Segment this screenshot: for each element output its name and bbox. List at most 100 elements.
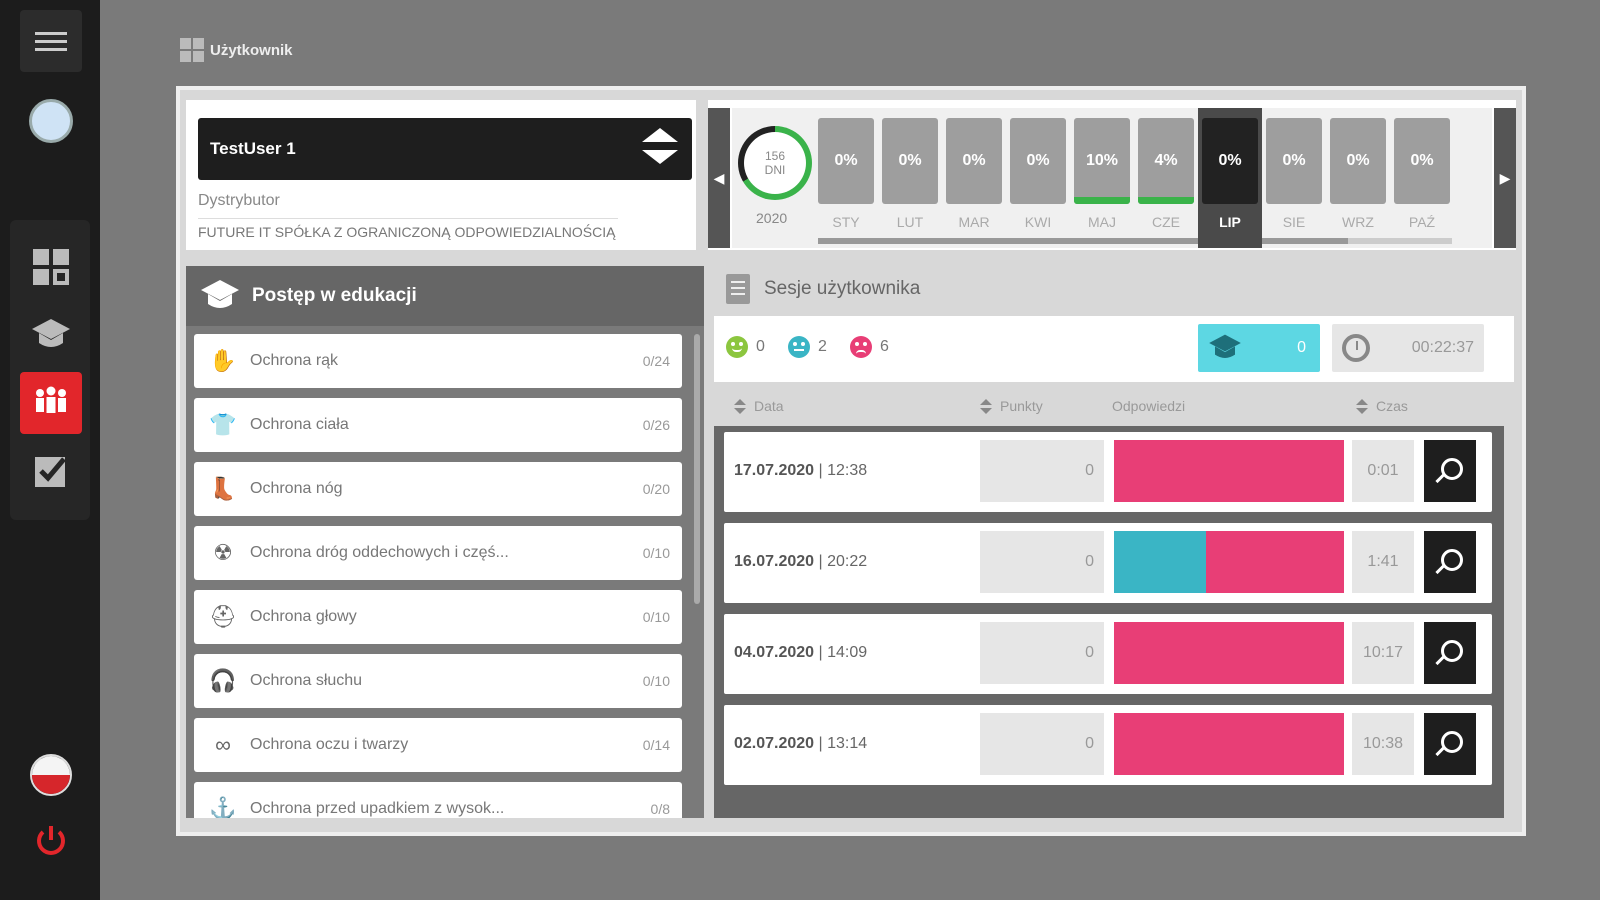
month-label: SIE xyxy=(1282,214,1306,230)
menu-button[interactable] xyxy=(20,10,82,72)
hamburger-icon xyxy=(35,27,67,56)
session-answers-bar xyxy=(1114,531,1344,593)
column-date-label: Data xyxy=(754,398,784,414)
sidebar-item-tasks[interactable] xyxy=(20,440,82,502)
session-row: 02.07.2020 | 13:14 0 10:38 xyxy=(724,705,1492,785)
month-percent: 0% xyxy=(1026,152,1050,169)
session-details-button[interactable] xyxy=(1424,440,1476,502)
session-details-button[interactable] xyxy=(1424,531,1476,593)
month-tile[interactable]: 0% xyxy=(1330,118,1386,204)
month-percent: 0% xyxy=(962,152,986,169)
search-icon xyxy=(1441,731,1463,753)
education-item-count: 0/20 xyxy=(642,481,670,497)
education-item[interactable]: 👢 Ochrona nóg 0/20 xyxy=(194,462,682,516)
days-value: 156 xyxy=(764,149,786,163)
month-tile[interactable]: 0% xyxy=(1202,118,1258,204)
session-date-hour: 20:22 xyxy=(827,553,868,570)
education-item[interactable]: 🎧 Ochrona słuchu 0/10 xyxy=(194,654,682,708)
education-item-label: Ochrona rąk xyxy=(250,352,339,369)
column-points-label: Punkty xyxy=(1000,398,1043,414)
chevron-left-icon: ◀ xyxy=(713,169,725,186)
session-row: 17.07.2020 | 12:38 0 0:01 xyxy=(724,432,1492,512)
month-tile[interactable]: 0% xyxy=(1394,118,1450,204)
calendar-months: 156 DNI 2020 0% STY 0% LUT 0% MAR 0% KWI 10% MAJ 4… xyxy=(732,108,1492,248)
avatar[interactable] xyxy=(20,90,82,152)
education-item-count: 0/10 xyxy=(642,673,670,689)
dashboard-icon xyxy=(33,249,69,285)
monthly-progress-strip: ◀ 156 DNI 2020 0% STY 0% LUT 0% MAR 0% KWI 10% MA… xyxy=(708,100,1516,250)
month-label: WRZ xyxy=(1342,214,1374,230)
education-item-label: Ochrona słuchu xyxy=(250,672,363,689)
education-item-count: 0/10 xyxy=(642,609,670,625)
education-item[interactable]: 👕 Ochrona ciała 0/26 xyxy=(194,398,682,452)
session-answers-bar xyxy=(1114,622,1344,684)
session-details-button[interactable] xyxy=(1424,622,1476,684)
month-tile[interactable]: 0% xyxy=(818,118,874,204)
session-date: 17.07.2020 | 12:38 xyxy=(734,462,867,480)
month-label: LUT xyxy=(896,214,924,230)
calendar-prev-button[interactable]: ◀ xyxy=(708,108,730,248)
month-tile[interactable]: 0% xyxy=(882,118,938,204)
month-percent: 0% xyxy=(1218,152,1242,169)
poland-flag-icon xyxy=(30,754,72,796)
calendar-scrollbar[interactable] xyxy=(818,238,1452,244)
search-icon xyxy=(1441,549,1463,571)
month-tile[interactable]: 4% xyxy=(1138,118,1194,204)
education-item[interactable]: ☢ Ochrona dróg oddechowych i częś... 0/10 xyxy=(194,526,682,580)
sidebar-item-education[interactable] xyxy=(20,304,82,366)
language-flag-button[interactable] xyxy=(20,744,82,806)
logout-button[interactable] xyxy=(20,810,82,872)
month-tile[interactable]: 10% xyxy=(1074,118,1130,204)
session-date: 16.07.2020 | 20:22 xyxy=(734,553,867,571)
search-icon xyxy=(1441,640,1463,662)
education-item[interactable]: ✋ Ochrona rąk 0/24 xyxy=(194,334,682,388)
education-item[interactable]: ∞ Ochrona oczu i twarzy 0/14 xyxy=(194,718,682,772)
month-percent: 0% xyxy=(1346,152,1370,169)
session-date-day: 16.07.2020 xyxy=(734,553,815,570)
education-scrollbar[interactable] xyxy=(694,334,700,604)
education-item-count: 0/10 xyxy=(642,545,670,561)
session-points: 0 xyxy=(980,713,1104,775)
education-item-count: 0/24 xyxy=(642,353,670,369)
calendar-scroll-thumb[interactable] xyxy=(818,238,1348,244)
session-date: 04.07.2020 | 14:09 xyxy=(734,644,867,662)
column-points[interactable]: Punkty xyxy=(980,398,1043,414)
sessions-table-body: 17.07.2020 | 12:38 0 0:01 16.07.2020 | 20:2… xyxy=(714,426,1504,818)
education-item[interactable]: ⚓ Ochrona przed upadkiem z wysok... 0/8 xyxy=(194,782,682,818)
wrong-answers-segment xyxy=(1114,622,1344,684)
sidebar-item-users[interactable] xyxy=(20,372,82,434)
session-row: 04.07.2020 | 14:09 0 10:17 xyxy=(724,614,1492,694)
session-date-day: 02.07.2020 xyxy=(734,735,815,752)
user-card: TestUser 1 Dystrybutor FUTURE IT SPÓŁKA … xyxy=(186,100,696,250)
month-percent: 0% xyxy=(898,152,922,169)
sad-stat: 6 xyxy=(850,336,889,358)
sessions-table-header: Data Punkty Odpowiedzi Czas xyxy=(714,390,1514,424)
days-ring: 156 DNI xyxy=(738,126,812,200)
session-date-hour: 14:09 xyxy=(827,644,868,661)
column-date[interactable]: Data xyxy=(734,398,784,414)
month-tile[interactable]: 0% xyxy=(946,118,1002,204)
month-label: MAR xyxy=(958,214,990,230)
education-item-count: 0/26 xyxy=(642,417,670,433)
month-tile[interactable]: 0% xyxy=(1010,118,1066,204)
sidebar xyxy=(0,0,100,900)
sidebar-item-dashboard[interactable] xyxy=(20,236,82,298)
education-item[interactable]: ⛑ Ochrona głowy 0/10 xyxy=(194,590,682,644)
session-stats-bar: 0 2 6 0 00:22:37 xyxy=(714,316,1514,382)
user-select[interactable]: TestUser 1 xyxy=(198,118,692,180)
education-header: Postęp w edukacji xyxy=(186,266,704,326)
education-item-label: Ochrona dróg oddechowych i częś... xyxy=(250,544,509,561)
select-arrows-icon xyxy=(642,128,680,172)
calendar-next-button[interactable]: ▶ xyxy=(1494,108,1516,248)
month-tile[interactable]: 0% xyxy=(1266,118,1322,204)
session-row: 16.07.2020 | 20:22 0 1:41 xyxy=(724,523,1492,603)
session-points: 0 xyxy=(980,531,1104,593)
session-answers-bar xyxy=(1114,713,1344,775)
chevron-right-icon: ▶ xyxy=(1499,169,1511,186)
session-date-day: 04.07.2020 xyxy=(734,644,815,661)
education-item-label: Ochrona przed upadkiem z wysok... xyxy=(250,800,505,817)
column-time[interactable]: Czas xyxy=(1356,398,1408,414)
sort-icon xyxy=(734,398,746,414)
education-count: 0 xyxy=(1297,339,1306,356)
session-details-button[interactable] xyxy=(1424,713,1476,775)
